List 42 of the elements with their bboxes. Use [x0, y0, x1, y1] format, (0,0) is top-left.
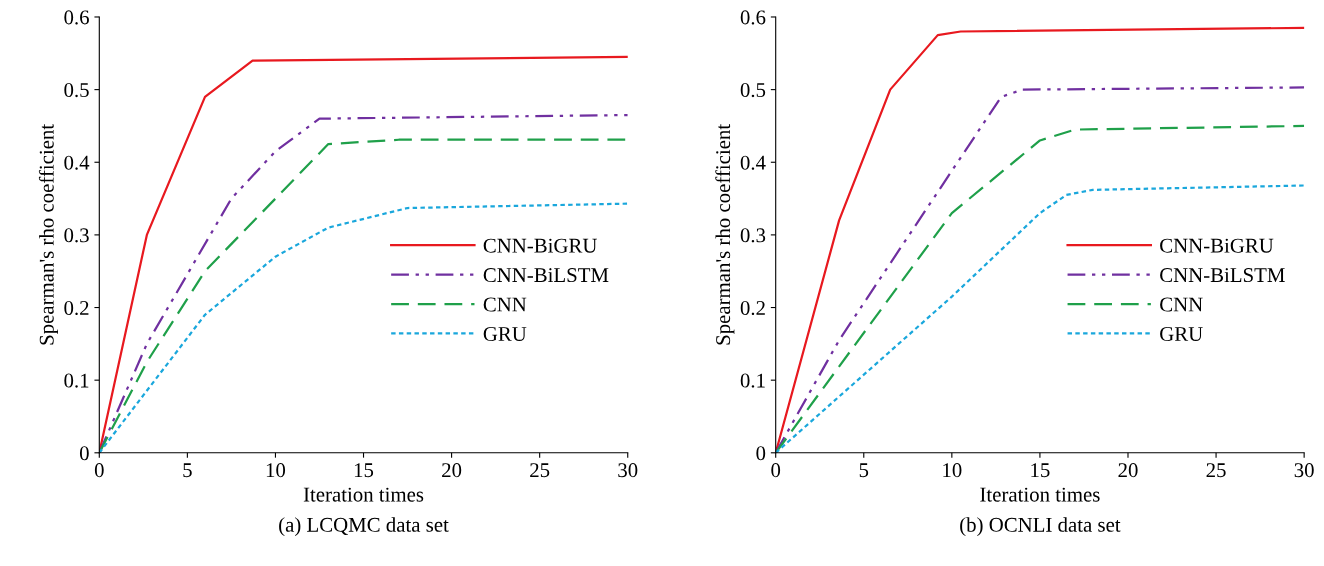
y-tick-label: 0.2: [64, 300, 89, 316]
x-tick-label: 30: [1294, 463, 1314, 478]
x-tick-label: 5: [183, 463, 192, 478]
legend-label: CNN-BiGRU: [1160, 238, 1274, 253]
y-tick-label: 0.1: [64, 373, 89, 388]
x-tick-label: 15: [354, 463, 374, 478]
x-tick-label: 20: [1118, 463, 1138, 478]
y-tick-label: 0.3: [64, 228, 89, 243]
text: (a) LCQMC data set: [279, 517, 449, 537]
text: (b) OCNLI data set: [960, 517, 1121, 537]
x-axis-title: Iteration times: [980, 487, 1100, 502]
y-tick-label: 0.3: [740, 228, 766, 243]
x-tick-label: 5: [859, 463, 869, 478]
x-axis-title: Iteration times: [303, 487, 424, 502]
y-tick-label: 0.4: [64, 155, 90, 170]
legend-label: CNN-BiLSTM: [1160, 268, 1285, 283]
x-tick-label: 10: [266, 463, 286, 478]
x-tick-label: 25: [530, 463, 550, 478]
x-tick-label: 15: [1031, 463, 1050, 478]
legend-label: CNN-BiLSTM: [483, 268, 609, 283]
x-tick-label: 0: [94, 463, 104, 478]
y-tick-label: 0.4: [740, 155, 766, 170]
legend-label: GRU: [1160, 326, 1203, 341]
y-tick-label: 0.2: [740, 300, 765, 316]
x-tick-label: 20: [442, 463, 462, 478]
x-tick-label: 10: [943, 463, 962, 478]
x-tick-label: 0: [771, 463, 781, 478]
y-tick-label: 0.1: [740, 373, 765, 388]
y-tick-label: 0.6: [740, 10, 766, 25]
y-tick-label: 0: [79, 446, 89, 461]
legend-label: CNN: [1160, 297, 1203, 312]
y-tick-label: 0.5: [64, 82, 89, 98]
y-axis-title: Spearman's rho coefficient: [38, 123, 58, 345]
y-tick-label: 0.6: [64, 10, 89, 25]
legend-label: CNN-BiGRU: [483, 238, 597, 253]
y-axis-title: Spearman's rho coefficient: [715, 123, 735, 345]
legend-label: GRU: [483, 326, 527, 341]
x-tick-label: 30: [618, 463, 638, 478]
legend-label: CNN: [483, 297, 527, 312]
y-tick-label: 0.5: [740, 82, 766, 98]
y-tick-label: 0: [756, 446, 766, 461]
x-tick-label: 25: [1206, 463, 1226, 478]
